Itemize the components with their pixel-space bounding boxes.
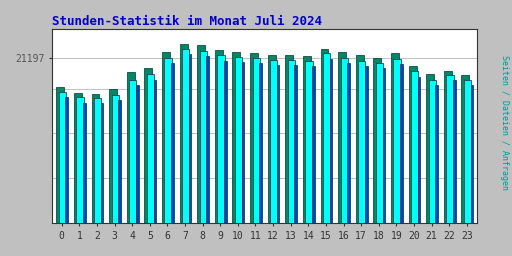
Bar	[365, 66, 368, 223]
Bar	[136, 85, 139, 223]
Bar	[323, 54, 330, 223]
Bar	[56, 87, 64, 223]
Bar	[144, 68, 152, 223]
Bar	[340, 58, 348, 223]
Bar	[182, 49, 189, 223]
Bar	[321, 49, 328, 223]
Bar	[200, 51, 207, 223]
Bar	[464, 80, 471, 223]
Bar	[59, 92, 66, 223]
Bar	[252, 58, 260, 223]
Bar	[303, 57, 311, 223]
Bar	[373, 58, 381, 223]
Bar	[217, 55, 225, 223]
Bar	[101, 103, 103, 223]
Bar	[347, 63, 350, 223]
Bar	[250, 53, 258, 223]
Bar	[294, 65, 297, 223]
Bar	[232, 52, 240, 223]
Bar	[358, 61, 366, 223]
Bar	[411, 71, 418, 223]
Bar	[224, 61, 227, 223]
Bar	[206, 56, 209, 223]
Bar	[154, 80, 156, 223]
Bar	[391, 54, 399, 223]
Bar	[429, 80, 436, 223]
Bar	[418, 77, 420, 223]
Bar	[94, 98, 101, 223]
Bar	[312, 66, 315, 223]
Bar	[356, 55, 364, 223]
Bar	[74, 93, 82, 223]
Bar	[446, 75, 454, 223]
Bar	[92, 93, 99, 223]
Bar	[162, 52, 170, 223]
Bar	[242, 62, 244, 223]
Bar	[164, 58, 172, 223]
Bar	[197, 45, 205, 223]
Bar	[409, 66, 417, 223]
Bar	[382, 68, 385, 223]
Bar	[118, 100, 121, 223]
Bar	[444, 71, 452, 223]
Bar	[376, 63, 383, 223]
Bar	[268, 55, 275, 223]
Text: Stunden-Statistik im Monat Juli 2024: Stunden-Statistik im Monat Juli 2024	[52, 15, 322, 28]
Bar	[66, 98, 68, 223]
Bar	[285, 55, 293, 223]
Bar	[330, 59, 332, 223]
Bar	[127, 72, 135, 223]
Bar	[461, 75, 470, 223]
Bar	[471, 85, 473, 223]
Bar	[109, 89, 117, 223]
Bar	[189, 54, 191, 223]
Bar	[453, 80, 456, 223]
Bar	[277, 65, 280, 223]
Bar	[76, 98, 83, 223]
Bar	[215, 50, 223, 223]
Bar	[83, 103, 86, 223]
Bar	[400, 64, 403, 223]
Bar	[180, 44, 187, 223]
Bar	[129, 80, 137, 223]
Bar	[435, 85, 438, 223]
Bar	[288, 60, 295, 223]
Bar	[338, 52, 346, 223]
Bar	[259, 63, 262, 223]
Bar	[306, 61, 313, 223]
Bar	[426, 74, 434, 223]
Bar	[112, 95, 119, 223]
Bar	[147, 74, 154, 223]
Bar	[394, 59, 401, 223]
Text: Seiten / Dateien / Anfragen: Seiten / Dateien / Anfragen	[500, 55, 509, 190]
Bar	[171, 63, 174, 223]
Bar	[235, 57, 242, 223]
Bar	[270, 60, 278, 223]
